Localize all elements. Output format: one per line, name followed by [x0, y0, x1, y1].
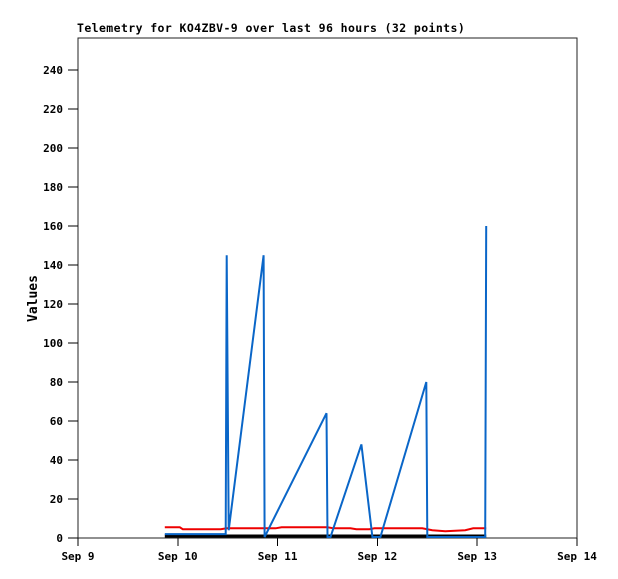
- y-tick-label: 140: [43, 259, 63, 272]
- y-tick-label: 0: [56, 532, 63, 545]
- y-tick-label: 220: [43, 103, 63, 116]
- y-tick-label: 20: [50, 493, 63, 506]
- x-tick-label: Sep 13: [457, 550, 497, 563]
- y-tick-label: 60: [50, 415, 63, 428]
- y-tick-label: 180: [43, 181, 63, 194]
- y-tick-label: 240: [43, 64, 63, 77]
- chart-title: Telemetry for KO4ZBV-9 over last 96 hour…: [77, 21, 466, 35]
- x-tick-label: Sep 10: [158, 550, 198, 563]
- x-tick-label: Sep 9: [61, 550, 94, 563]
- y-tick-label: 40: [50, 454, 63, 467]
- y-tick-label: 200: [43, 142, 63, 155]
- x-tick-label: Sep 11: [258, 550, 298, 563]
- x-tick-label: Sep 14: [557, 550, 597, 563]
- y-tick-label: 80: [50, 376, 63, 389]
- y-tick-label: 120: [43, 298, 63, 311]
- series-line-red: [164, 526, 487, 533]
- series-line-blue: [164, 225, 488, 538]
- y-tick-label: 160: [43, 220, 63, 233]
- x-tick-label: Sep 12: [358, 550, 398, 563]
- y-tick-label: 100: [43, 337, 63, 350]
